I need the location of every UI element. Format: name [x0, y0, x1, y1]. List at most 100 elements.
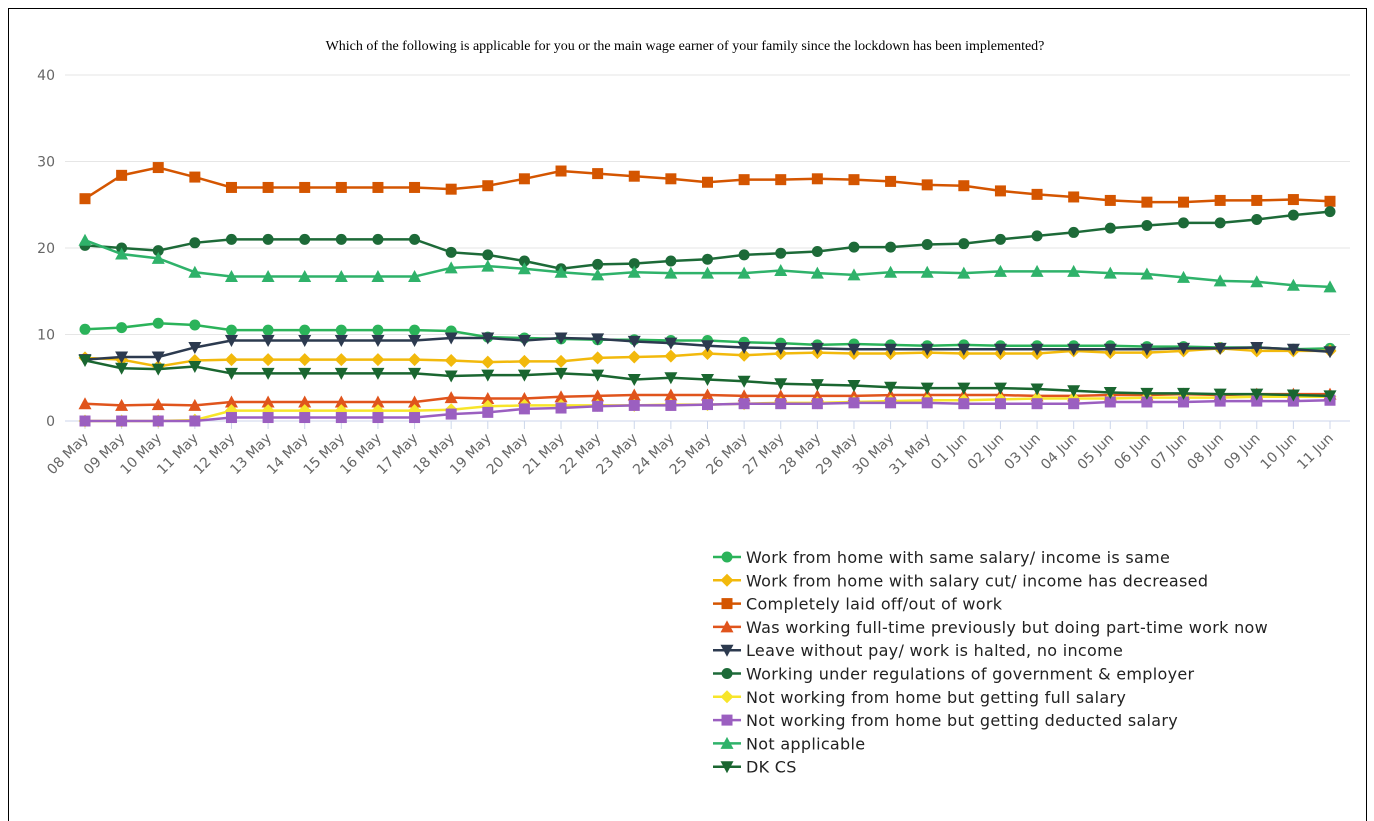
- marker: [116, 322, 128, 334]
- legend-label: Was working full-time previously but doi…: [746, 618, 1268, 637]
- marker: [224, 367, 238, 380]
- marker: [1178, 217, 1190, 229]
- marker: [1214, 194, 1226, 206]
- marker: [702, 399, 713, 411]
- marker: [372, 412, 384, 424]
- legend-label: Leave without pay/ work is halted, no in…: [746, 641, 1123, 660]
- marker: [445, 246, 457, 258]
- marker: [334, 335, 348, 348]
- marker: [371, 270, 385, 283]
- marker: [444, 370, 458, 383]
- marker: [664, 349, 678, 363]
- marker: [298, 353, 312, 367]
- marker: [628, 399, 640, 411]
- marker: [371, 395, 385, 408]
- marker: [1068, 398, 1080, 410]
- marker: [921, 397, 933, 409]
- marker: [1324, 206, 1336, 218]
- marker: [298, 335, 312, 348]
- marker: [1213, 274, 1227, 287]
- marker: [1250, 388, 1264, 401]
- marker: [1177, 387, 1191, 400]
- marker: [884, 265, 898, 278]
- marker: [372, 324, 384, 336]
- marker: [409, 181, 421, 193]
- marker: [371, 335, 385, 348]
- marker: [1323, 346, 1337, 359]
- marker: [225, 412, 237, 424]
- legend-label: Work from home with same salary/ income …: [746, 548, 1170, 567]
- marker: [189, 237, 201, 249]
- marker: [957, 343, 971, 356]
- x-tick-label: 01 Jun: [928, 431, 971, 474]
- marker: [958, 180, 970, 192]
- marker: [848, 174, 860, 186]
- marker: [261, 395, 275, 408]
- marker: [627, 350, 641, 364]
- marker: [372, 233, 384, 245]
- y-tick-label: 30: [37, 155, 55, 171]
- marker: [738, 174, 750, 186]
- marker: [1067, 343, 1081, 356]
- marker: [482, 180, 494, 192]
- marker: [920, 265, 934, 278]
- marker: [298, 367, 312, 380]
- marker: [1140, 343, 1154, 356]
- marker: [810, 379, 824, 392]
- marker: [445, 408, 457, 420]
- marker: [115, 351, 129, 364]
- marker: [737, 348, 751, 362]
- marker: [115, 398, 129, 411]
- y-tick-label: 20: [37, 241, 55, 257]
- marker: [1178, 196, 1190, 208]
- marker: [1287, 209, 1299, 221]
- marker: [224, 335, 238, 348]
- marker: [517, 335, 531, 348]
- marker: [1214, 395, 1226, 407]
- y-tick-label: 40: [37, 68, 55, 84]
- marker: [701, 388, 714, 401]
- marker: [1067, 385, 1081, 398]
- marker: [261, 367, 275, 380]
- marker: [1286, 278, 1300, 291]
- marker: [518, 403, 530, 415]
- x-tick-label: 11 Jun: [1294, 431, 1337, 474]
- marker: [189, 171, 201, 183]
- marker: [335, 233, 347, 245]
- marker: [720, 573, 734, 587]
- y-tick-label: 0: [46, 414, 55, 430]
- marker: [721, 714, 733, 726]
- marker: [957, 266, 971, 279]
- marker: [298, 395, 312, 408]
- marker: [591, 333, 605, 346]
- marker: [79, 415, 91, 427]
- marker: [224, 270, 238, 283]
- marker: [994, 398, 1006, 410]
- marker: [1286, 389, 1300, 402]
- marker: [1104, 222, 1116, 234]
- marker: [151, 251, 165, 264]
- marker: [79, 193, 91, 205]
- marker: [591, 351, 605, 365]
- marker: [78, 233, 92, 246]
- marker: [1103, 343, 1117, 356]
- marker: [554, 367, 568, 380]
- marker: [884, 343, 898, 356]
- marker: [225, 181, 237, 193]
- x-tick-label: 08 Jun: [1184, 431, 1227, 474]
- marker: [334, 270, 348, 283]
- marker: [554, 265, 568, 278]
- marker: [1140, 387, 1154, 400]
- marker: [1141, 396, 1153, 408]
- marker: [1323, 280, 1337, 293]
- marker: [957, 382, 971, 395]
- marker: [774, 342, 788, 355]
- marker: [188, 341, 202, 354]
- marker: [720, 690, 734, 704]
- marker: [627, 373, 641, 386]
- chart-title: Which of the following is applicable for…: [326, 39, 1045, 54]
- marker: [115, 362, 129, 375]
- marker: [774, 263, 788, 276]
- marker: [482, 406, 494, 418]
